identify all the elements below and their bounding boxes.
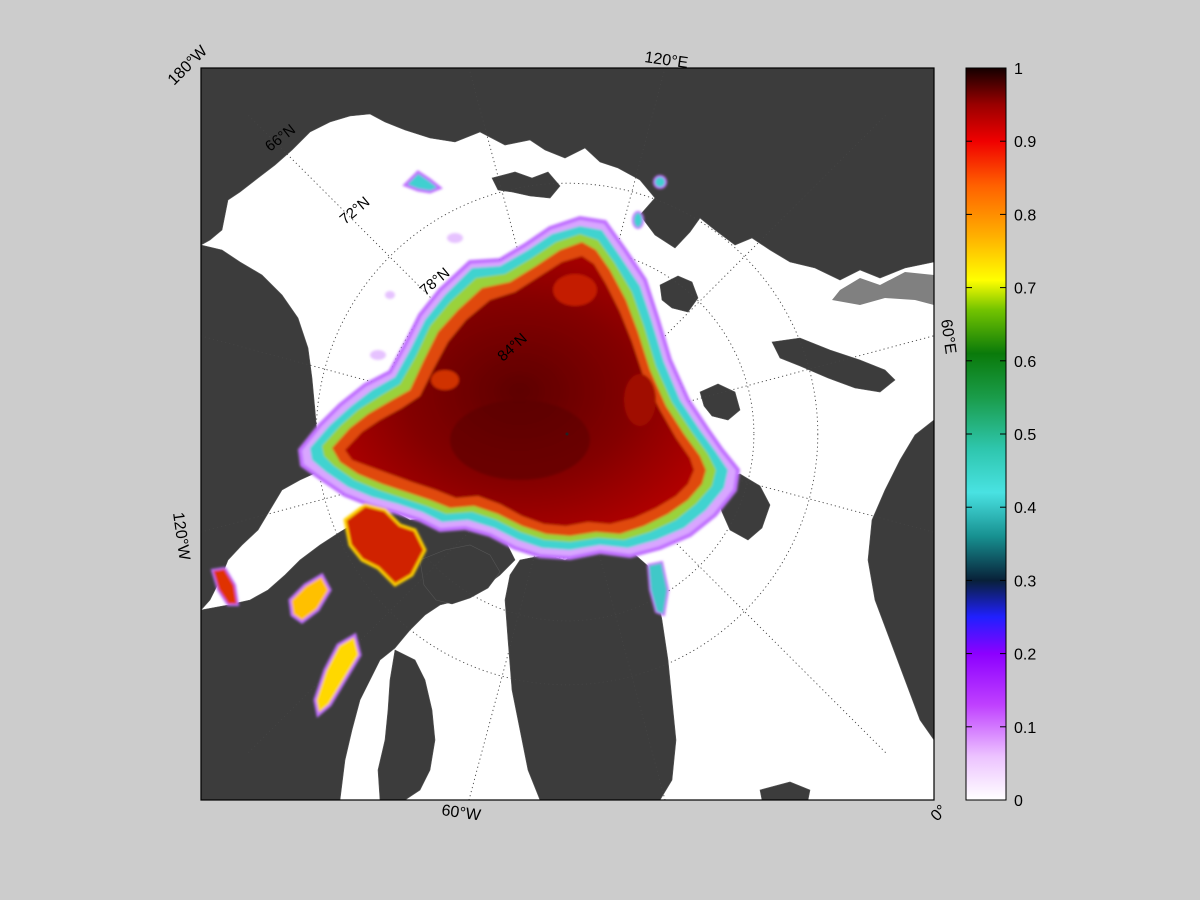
colorbar-tick-label: 0 [1014, 793, 1023, 810]
ice-core-patch-1 [553, 274, 597, 306]
colorbar-tick-label: 0.6 [1014, 354, 1036, 371]
ice-core-patch-3 [624, 374, 656, 426]
ice-floe-laptev [653, 175, 667, 189]
lon-label-60e: 60°E [937, 318, 959, 355]
colorbar-tick-label: 0.9 [1014, 134, 1036, 151]
colorbar-tick-label: 0.5 [1014, 427, 1036, 444]
ice-floe-kara [632, 211, 644, 229]
land-scandinavia [867, 419, 934, 741]
colorbar-tick-label: 0.2 [1014, 647, 1036, 664]
lon-label-120w: 120°W [169, 511, 193, 562]
lon-label-60w: 60°W [440, 802, 482, 824]
ice-channels-archipelago [343, 503, 427, 587]
ice-floe-pale-2 [385, 291, 395, 299]
ice-core-patch-2 [431, 370, 459, 390]
graticule-parallel [379, 246, 755, 622]
colorbar-tick-label: 0.7 [1014, 281, 1036, 298]
colorbar-tick-label: 0.3 [1014, 573, 1036, 590]
land-siberia [201, 68, 934, 281]
colorbar-tick-label: 0.4 [1014, 500, 1036, 517]
sea-ice-field [210, 170, 741, 718]
colorbar-tick-label: 1 [1014, 61, 1023, 78]
colorbar-tick-label: 0.1 [1014, 720, 1036, 737]
ice-floe-pale-1 [447, 233, 463, 243]
map-frame [200, 67, 935, 801]
lon-label-0: 0° [928, 802, 951, 825]
map-panel [201, 68, 934, 800]
north-pole-point [565, 432, 569, 436]
land-new-siberian-islands [491, 171, 561, 199]
ice-channel-south-1 [288, 572, 332, 624]
ice-east-greenland [646, 560, 670, 617]
ice-core [345, 256, 694, 526]
no-data-patch-right [832, 272, 934, 305]
colorbar-tick-label: 0.8 [1014, 207, 1036, 224]
ice-channel-south-2 [313, 632, 362, 718]
colorbar-scale [965, 67, 1007, 801]
land-baffin-island [377, 649, 436, 800]
colorbar-ticks: 0 0.1 0.2 0.3 0.4 0.5 0.6 0.7 0.8 0.9 1 [966, 61, 1036, 810]
colorbar: 0 0.1 0.2 0.3 0.4 0.5 0.6 0.7 0.8 0.9 1 [965, 61, 1036, 810]
lon-label-120e: 120°E [643, 49, 689, 72]
ice-core-patch-4 [450, 400, 590, 480]
ice-floe-chukchi [402, 170, 443, 194]
ice-floe-pale-3 [370, 350, 386, 360]
land-iceland [759, 781, 811, 800]
land-novaya-zemlya [771, 337, 896, 393]
land-severnaya-zemlya [659, 275, 699, 313]
land-franz-josef [699, 383, 741, 421]
ice-mackenzie-patch [210, 566, 240, 606]
land-ellesmere [419, 544, 501, 605]
graticule-parallel [315, 182, 819, 686]
